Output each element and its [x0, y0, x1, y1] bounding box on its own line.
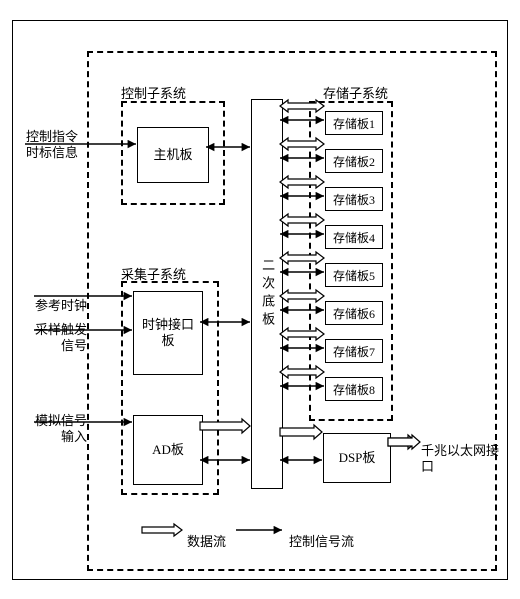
backplane-label: 二次底板 — [259, 258, 275, 330]
dsp-board: DSP板 — [323, 433, 391, 483]
storage-board-2: 存储板2 — [325, 149, 383, 173]
label-ctrl-in: 控制指令 时标信息 — [26, 129, 78, 162]
label-analog-in: 模拟信号 输入 — [35, 413, 87, 446]
storage-board-5: 存储板5 — [325, 263, 383, 287]
label-samp-trig: 采样触发 信号 — [35, 322, 87, 355]
diagram-frame: 控制子系统 主机板 采集子系统 时钟接口 板 AD板 二次底板 存储子系统 存储… — [12, 20, 508, 580]
storage-board-7: 存储板7 — [325, 339, 383, 363]
host-board: 主机板 — [137, 127, 209, 183]
legend-data-flow-label: 数据流 — [187, 531, 226, 550]
label-ref-clock: 参考时钟 — [35, 298, 87, 314]
storage-board-4: 存储板4 — [325, 225, 383, 249]
storage-board-1: 存储板1 — [325, 111, 383, 135]
storage-board-3: 存储板3 — [325, 187, 383, 211]
ad-board: AD板 — [133, 415, 203, 485]
control-subsystem-title: 控制子系统 — [121, 83, 186, 102]
storage-board-6: 存储板6 — [325, 301, 383, 325]
label-eth-out: 千兆以太网接口 — [421, 443, 507, 476]
storage-subsystem-title: 存储子系统 — [323, 83, 388, 102]
storage-board-8: 存储板8 — [325, 377, 383, 401]
clock-board: 时钟接口 板 — [133, 291, 203, 375]
backplane: 二次底板 — [251, 99, 283, 489]
legend-control-flow-label: 控制信号流 — [289, 531, 354, 550]
